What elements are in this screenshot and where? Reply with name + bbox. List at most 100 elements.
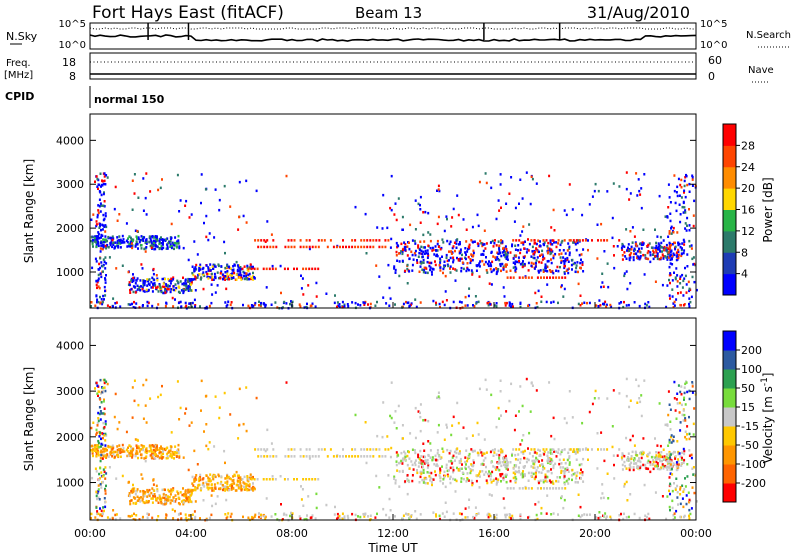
range-cell — [679, 455, 682, 458]
range-cell — [131, 302, 133, 306]
range-cell — [409, 432, 412, 435]
range-cell — [230, 301, 233, 304]
range-cell — [519, 263, 522, 266]
range-cell — [200, 278, 202, 281]
range-cell — [238, 387, 241, 391]
range-cell — [388, 304, 391, 307]
range-cell — [314, 245, 317, 249]
range-cell — [422, 246, 425, 249]
range-cell — [236, 479, 239, 482]
range-cell — [672, 302, 675, 305]
range-cell — [179, 491, 182, 494]
range-cell — [243, 274, 245, 278]
range-cell — [537, 481, 540, 485]
range-cell — [250, 304, 253, 307]
range-cell — [621, 452, 624, 455]
range-cell — [419, 221, 422, 224]
range-cell — [92, 213, 95, 216]
range-cell — [517, 458, 519, 462]
range-cell — [466, 459, 469, 463]
range-cell — [287, 478, 289, 481]
range-cell — [550, 258, 552, 261]
range-cell — [628, 457, 631, 461]
colorbar-tick-label: -200 — [741, 477, 766, 490]
range-cell — [627, 246, 629, 249]
range-cell — [216, 271, 219, 274]
range-cell — [669, 482, 672, 486]
range-cell — [276, 518, 279, 521]
range-cell — [365, 252, 368, 255]
range-cell — [629, 282, 632, 285]
range-cell — [226, 480, 229, 483]
range-cell — [108, 256, 111, 259]
range-cell — [167, 242, 170, 245]
range-cell — [147, 513, 150, 516]
range-cell — [174, 298, 176, 301]
range-cell — [311, 302, 314, 305]
range-cell — [184, 412, 187, 415]
range-cell — [142, 209, 145, 212]
range-cell — [397, 404, 400, 408]
range-cell — [544, 269, 547, 272]
range-cell — [442, 267, 445, 271]
range-cell — [230, 277, 233, 280]
range-cell — [576, 261, 579, 264]
range-cell — [144, 404, 147, 407]
range-cell — [230, 488, 233, 491]
range-cell — [102, 506, 105, 509]
range-cell — [104, 256, 107, 259]
range-cell — [99, 507, 101, 510]
range-cell — [342, 448, 344, 451]
range-cell — [156, 238, 159, 242]
range-cell — [452, 477, 455, 481]
range-cell — [205, 423, 208, 426]
range-cell — [437, 391, 440, 394]
range-cell — [519, 234, 522, 237]
range-cell — [307, 284, 310, 287]
range-cell — [616, 245, 619, 248]
range-cell — [130, 448, 133, 452]
range-cell — [174, 289, 177, 292]
range-cell — [402, 514, 405, 517]
range-cell — [219, 482, 222, 485]
range-cell — [405, 300, 407, 304]
range-cell — [219, 272, 222, 275]
range-cell — [560, 462, 563, 465]
range-cell — [299, 239, 302, 242]
range-cell — [291, 300, 294, 304]
colorbar-segment — [723, 166, 736, 189]
range-cell — [98, 262, 101, 266]
range-cell — [539, 244, 542, 247]
range-cell — [223, 184, 226, 188]
range-cell — [533, 448, 536, 451]
range-cell — [105, 380, 108, 383]
range-cell — [239, 478, 242, 481]
range-cell — [688, 508, 691, 512]
range-cell — [99, 222, 102, 226]
range-cell — [444, 264, 446, 267]
range-cell — [676, 496, 679, 499]
range-cell — [543, 241, 546, 244]
range-cell — [170, 445, 173, 449]
range-cell — [670, 258, 673, 261]
range-cell — [189, 490, 192, 493]
range-cell — [168, 450, 171, 454]
range-cell — [97, 478, 100, 482]
range-cell — [105, 484, 107, 488]
range-cell — [423, 476, 426, 480]
range-cell — [129, 445, 132, 449]
x-tick-label: 04:00 — [175, 527, 207, 540]
range-cell — [555, 269, 558, 272]
range-cell — [275, 245, 278, 249]
range-cell — [104, 294, 107, 297]
range-cell — [109, 450, 112, 454]
range-cell — [372, 245, 375, 249]
range-cell — [459, 461, 461, 464]
range-cell — [135, 514, 138, 517]
range-cell — [572, 448, 575, 451]
range-cell — [676, 280, 679, 283]
range-cell — [464, 247, 467, 250]
range-cell — [443, 515, 446, 518]
range-cell — [232, 478, 235, 482]
